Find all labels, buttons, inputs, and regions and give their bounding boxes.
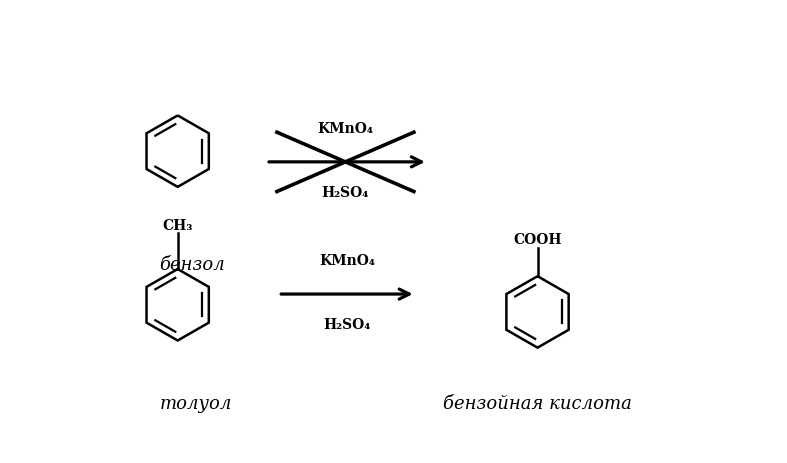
Text: H₂SO₄: H₂SO₄	[322, 186, 369, 200]
Text: CH₃: CH₃	[162, 218, 193, 232]
Text: бензойная кислота: бензойная кислота	[443, 394, 632, 412]
Text: бензол: бензол	[159, 255, 225, 273]
Text: толуол: толуол	[159, 394, 231, 412]
Text: COOH: COOH	[513, 232, 562, 246]
Text: H₂SO₄: H₂SO₄	[323, 318, 371, 332]
Text: KMnO₄: KMnO₄	[320, 254, 375, 268]
Text: KMnO₄: KMnO₄	[317, 122, 373, 136]
